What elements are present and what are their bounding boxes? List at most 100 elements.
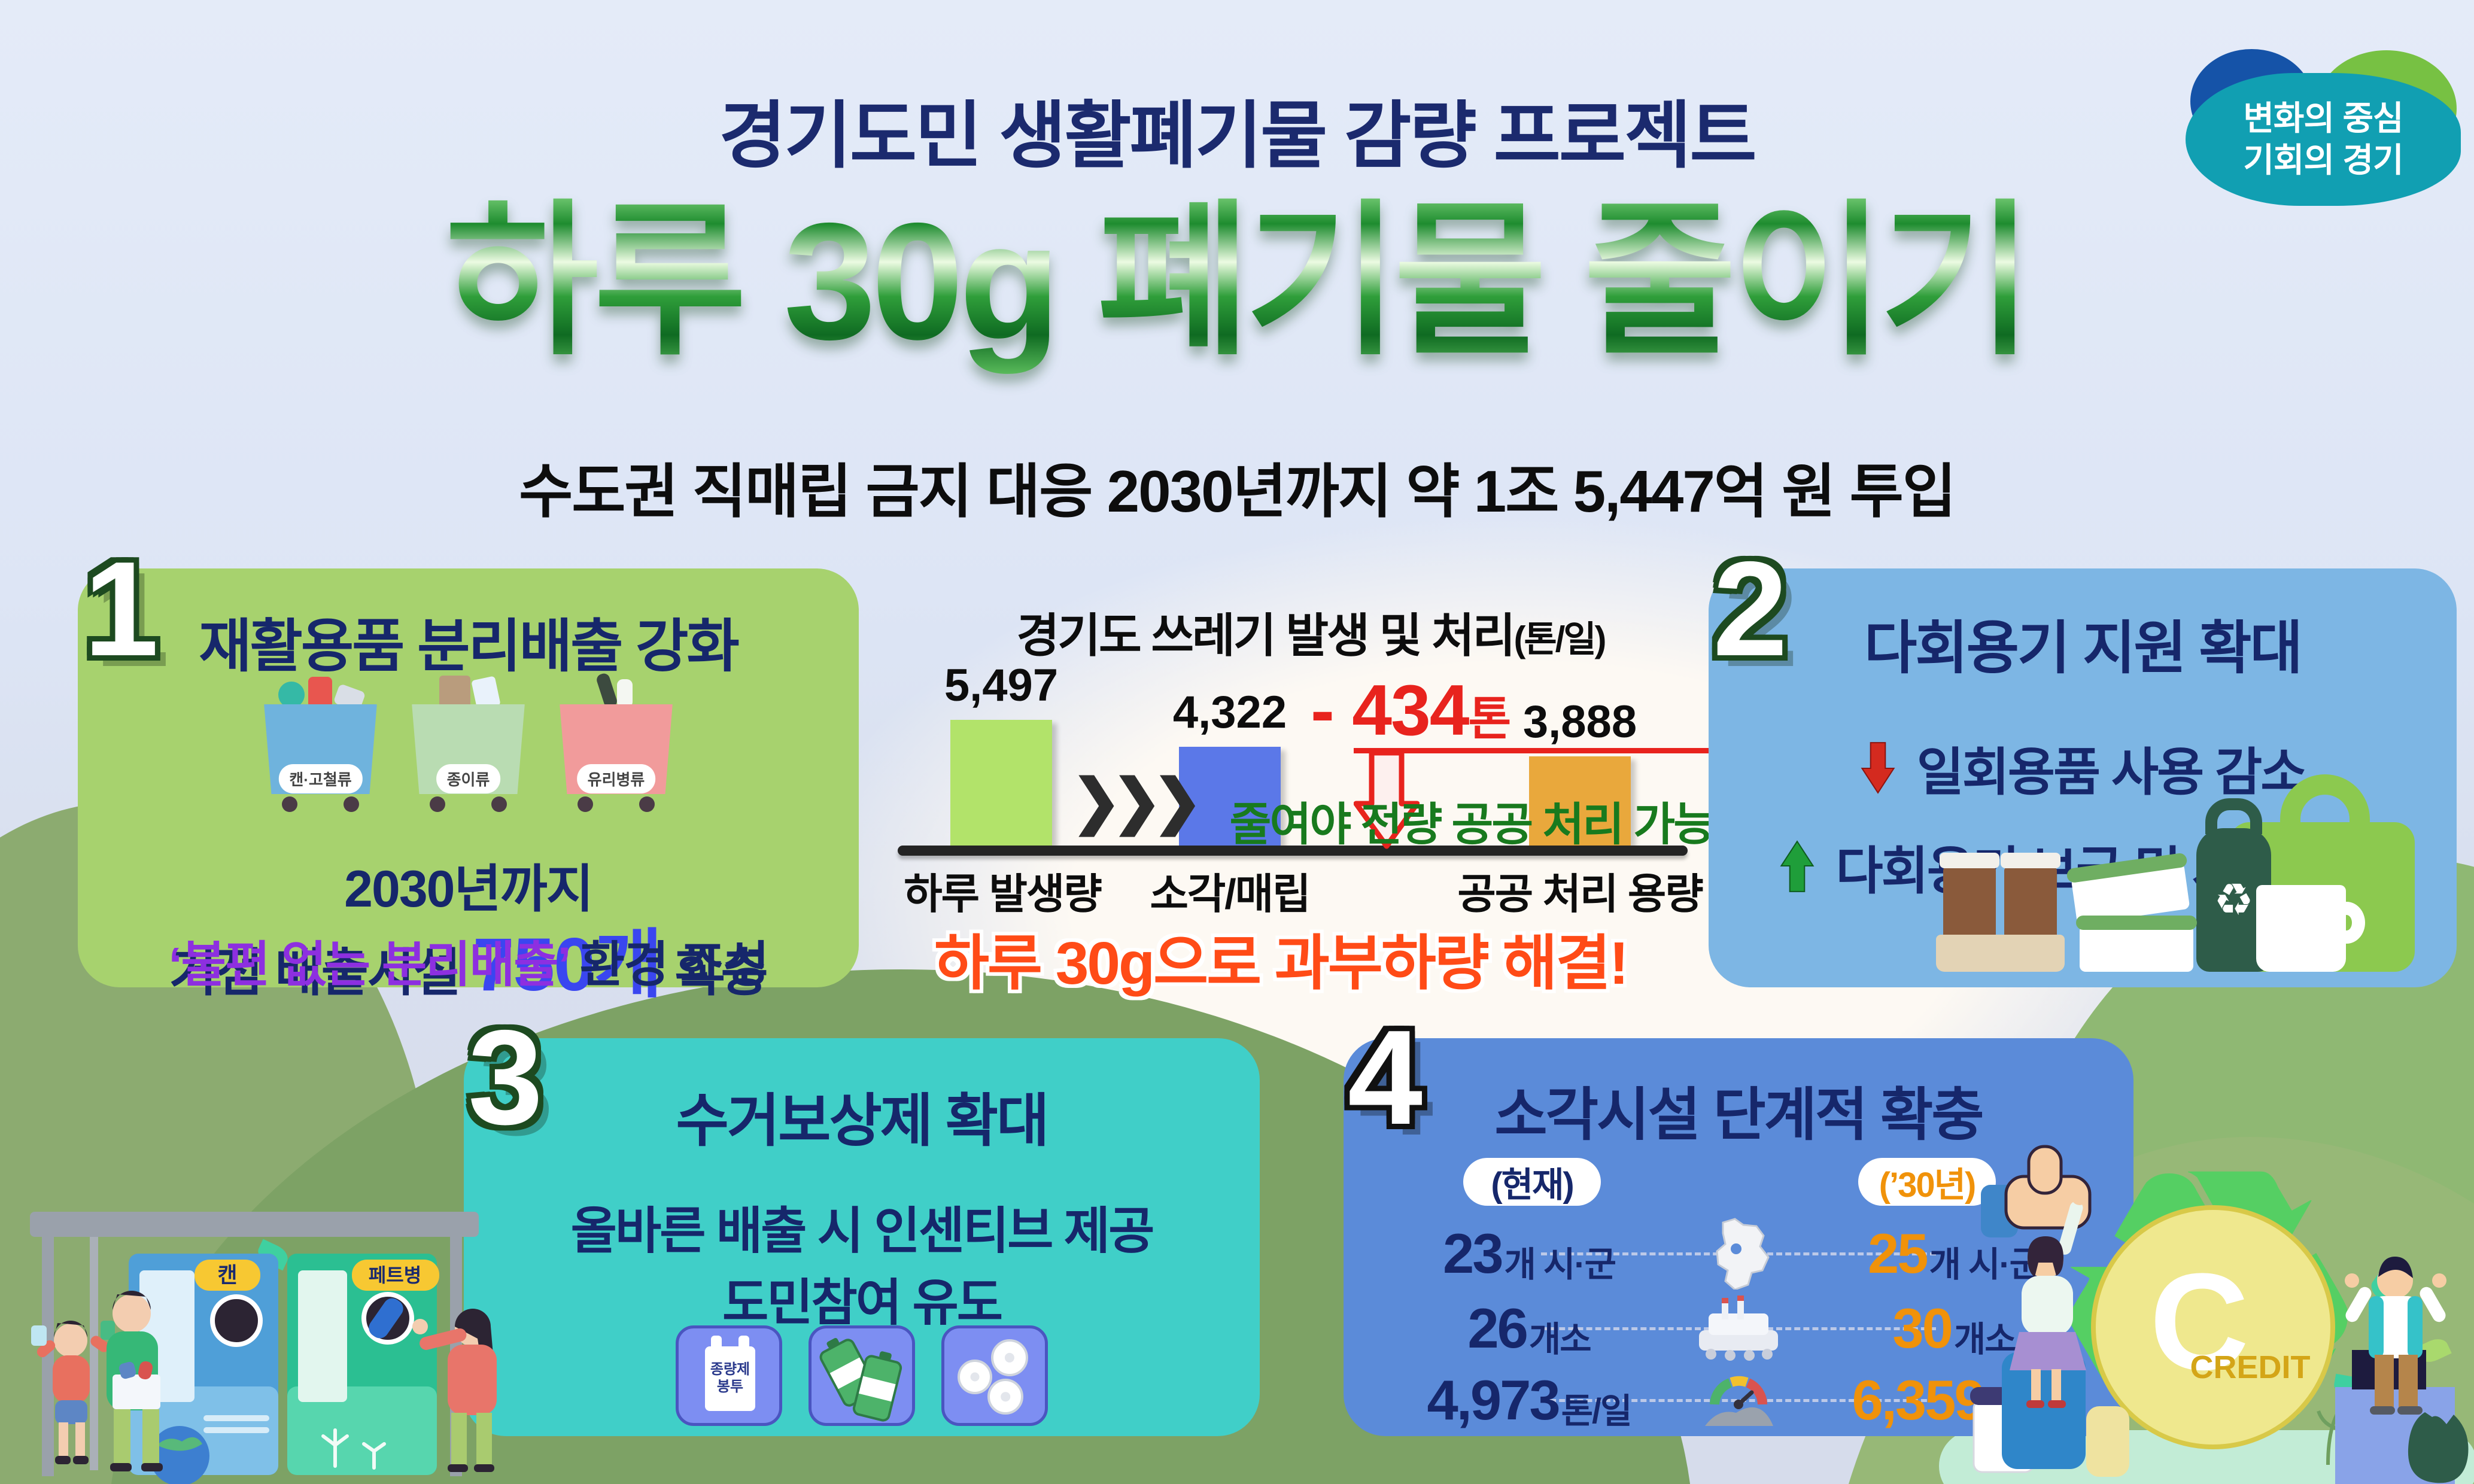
paper-roll-icon (958, 1360, 992, 1394)
container-lid (2066, 852, 2188, 884)
tile-volume-bag: 종량제 봉투 (676, 1325, 782, 1426)
bin-items (418, 673, 519, 710)
tile-paper-rolls (941, 1325, 1048, 1426)
bin-wheels (259, 796, 382, 812)
cup-lid (1940, 853, 1999, 868)
mug-icon (2256, 885, 2346, 972)
section3-number: 3 (468, 1002, 543, 1152)
chart-diff-label: - 434톤 (1311, 669, 1789, 752)
volume-bag-icon: 종량제 봉투 (705, 1336, 755, 1411)
subtitle: 수도권 직매립 금지 대응 2030년까지 약 1조 5,447억 원 투입 (519, 458, 1956, 524)
category-label: 하루 발생량 (904, 871, 1102, 917)
bin-glass: 유리병류 (555, 672, 677, 814)
chart-baseline (898, 846, 1688, 856)
row-now-cell: 26 개소 (1379, 1293, 1679, 1364)
section2-title: 다회용기 지원 확대 (1864, 616, 2303, 680)
bar-public-capacity (1529, 756, 1631, 846)
section1-line2-highlight: 750개 (472, 923, 663, 1006)
bag-text-line1: 종량제 (710, 1361, 750, 1378)
section4-row-plants: 26 개소 30 개소 (1344, 1293, 2133, 1364)
section1-number: 1 (84, 533, 159, 684)
bar-value-label: 5,497 (944, 660, 1059, 711)
section1-line3-quote: ‘불편 없는 분리배출’ (168, 938, 570, 992)
section1-card: 재활용품 분리배출 강화 캔·고철류 종이류 (78, 568, 859, 1006)
bag-text-line2: 봉투 (716, 1379, 744, 1395)
recycle-glyph: ♻ (2214, 875, 2254, 925)
diff-value: - 434 (1311, 670, 1470, 750)
logo-text-line1: 변화의 중심 (2243, 99, 2403, 137)
battery-band (858, 1376, 896, 1402)
row-future-cell: 25 개 시·군 (1798, 1218, 2110, 1290)
gyeonggi-logo: 변화의 중심 기회의 경기 (2186, 49, 2464, 220)
logo-text-line2: 기회의 경기 (2243, 141, 2403, 179)
bar-incineration-landfill (1179, 747, 1281, 846)
bin-cans: 캔·고철류 (259, 673, 382, 814)
green-increase-arrow-icon (1780, 840, 1815, 892)
tile-batteries (809, 1325, 915, 1426)
future-value: 6,359 (1852, 1369, 1985, 1431)
section3-line2: 도민참여 유도 (722, 1275, 1003, 1331)
bin-wheels (407, 796, 530, 812)
incineration-plant-icon (1688, 1293, 1789, 1364)
ground-strip (1939, 1430, 2474, 1484)
cup-lid (2001, 853, 2060, 868)
section4-row-cities: 23 개 시·군 25 개 시·군 (1344, 1218, 2133, 1290)
bin-wheels (555, 796, 677, 812)
top-title: 경기도민 생활폐기물 감량 프로젝트 (719, 95, 1756, 177)
row-future-cell: 30 개소 (1798, 1293, 2110, 1364)
section2-card: 다회용기 지원 확대 일회용품 사용 감소 다회용기 보급 및 사용 독려 ♻ (1709, 568, 2457, 987)
bar-chart: 5,497 4,322 3,888 (898, 658, 1688, 856)
section1-line3: ‘불편 없는 분리배출’ 환경 조성 (78, 925, 859, 996)
container-lid (2076, 916, 2197, 930)
paper-roll-icon (991, 1339, 1028, 1376)
section1-line3-rest: 환경 조성 (569, 938, 770, 992)
coffee-cups-icon (1936, 843, 2065, 972)
bar-value-label: 4,322 (1172, 687, 1287, 738)
chart-bottom-note: 하루 30g으로 과부하량 해결! (934, 930, 1629, 997)
badge-year-2030: (’30년) (1858, 1158, 1996, 1206)
recycling-bins: 캔·고철류 종이류 유리병류 (78, 672, 859, 814)
section2-item1: 일회용품 사용 감소 (1709, 730, 2457, 805)
bin-items (270, 673, 372, 712)
section4-number: 4 (1348, 1002, 1423, 1152)
red-down-arrow-icon (1354, 750, 1420, 849)
coffee-cup (1940, 853, 1999, 942)
paper-roll-icon (987, 1379, 1023, 1415)
red-decrease-arrow-icon (1861, 741, 1895, 794)
section4-card: 소각시설 단계적 확충 (현재) (’30년) 23 개 시·군 25 개 시·군 … (1344, 1038, 2133, 1436)
bin-label: 종이류 (436, 764, 501, 793)
bin-items (566, 672, 667, 709)
future-suffix: 개소 (1953, 1320, 2017, 1359)
badge-current: (현재) (1463, 1158, 1601, 1206)
row-now-cell: 23 개 시·군 (1379, 1218, 1679, 1290)
chart-categories: 하루 발생량 소각/매립 공공 처리 용량 (898, 860, 1703, 917)
section1-line2-prefix: 거점 배출시설 (169, 944, 473, 1002)
section4-row-tons: 4,973 톤/일 6,359 톤/일 (1344, 1364, 2133, 1436)
chart-title: 경기도 쓰레기 발생 및 처리(톤/일) (934, 598, 1688, 665)
now-suffix: 개소 (1528, 1320, 1592, 1359)
chevrons-icon: ❯❯❯ (1071, 768, 1202, 835)
section1-title: 재활용품 분리배출 강화 (199, 615, 740, 679)
chart-note: 줄여야 전량 공공 처리 가능! (1229, 799, 1729, 850)
section3-line1: 올바른 배출 시 인센티브 제공 (570, 1203, 1155, 1259)
bin-label: 유리병류 (576, 764, 656, 793)
section3-card: 수거보상제 확대 올바른 배출 시 인센티브 제공 도민참여 유도 종량제 봉투 (464, 1038, 1260, 1436)
main-title: 하루 30g 폐기물 줄이기 (0, 186, 2474, 377)
cup-tray (1936, 935, 2065, 972)
future-suffix: 톤/일 (1986, 1392, 2057, 1431)
logo-teal-blob: 변화의 중심 기회의 경기 (2186, 73, 2461, 206)
chart-title-text: 경기도 쓰레기 발생 및 처리 (1016, 609, 1515, 662)
future-value: 25 (1867, 1222, 1929, 1285)
row-now-cell: 4,973 톤/일 (1379, 1364, 1679, 1436)
now-suffix: 개 시·군 (1504, 1245, 1617, 1284)
section3-title: 수거보상제 확대 (676, 1089, 1050, 1153)
now-value: 23 (1442, 1222, 1504, 1285)
bar-value-label: 3,888 (1522, 697, 1637, 747)
future-suffix: 개 시·군 (1929, 1245, 2042, 1284)
category-label: 공공 처리 용량 (1457, 871, 1703, 917)
gyeonggi-map-icon (1688, 1218, 1789, 1290)
category-label: 소각/매립 (1150, 871, 1311, 917)
coffee-cup (2001, 853, 2060, 942)
diff-unit: 톤 (1468, 692, 1512, 745)
